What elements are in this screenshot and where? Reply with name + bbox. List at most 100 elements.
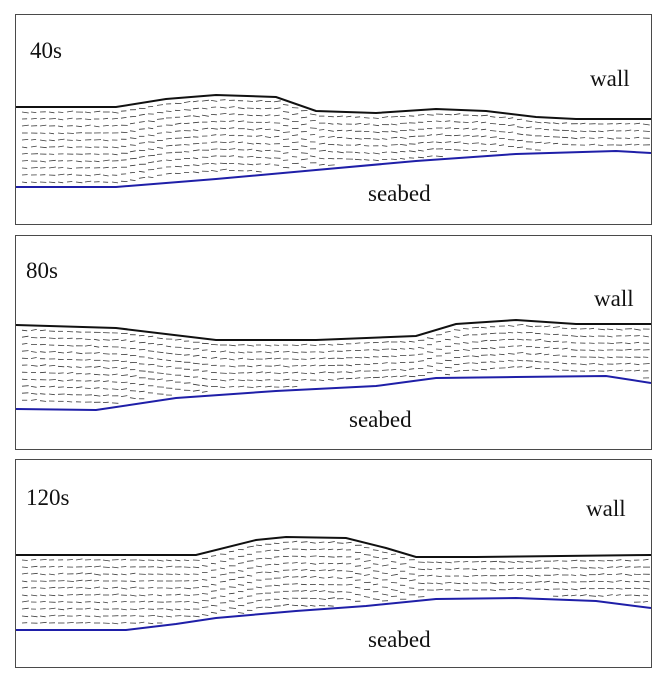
- velocity-vector: [390, 553, 397, 555]
- velocity-vector: [489, 130, 497, 132]
- velocity-vector: [561, 122, 568, 124]
- velocity-vector: [255, 599, 262, 602]
- velocity-vector: [228, 113, 235, 115]
- velocity-vector: [444, 331, 451, 333]
- velocity-vector: [354, 572, 362, 575]
- velocity-vector: [480, 560, 487, 563]
- velocity-vector: [192, 601, 200, 604]
- velocity-vector: [516, 331, 523, 334]
- velocity-vector: [174, 353, 182, 355]
- velocity-vector: [363, 596, 370, 598]
- velocity-vector: [102, 353, 110, 355]
- flow-field-plot: [16, 93, 651, 188]
- velocity-vector: [228, 351, 235, 354]
- velocity-vector: [543, 340, 551, 343]
- velocity-vector: [57, 572, 64, 575]
- velocity-vector: [174, 122, 182, 125]
- velocity-vector: [219, 609, 226, 612]
- velocity-vector: [120, 566, 127, 568]
- velocity-vector: [111, 622, 119, 625]
- velocity-vector: [606, 594, 613, 596]
- velocity-vector: [174, 608, 181, 611]
- velocity-vector: [516, 338, 524, 341]
- velocity-vector: [318, 541, 325, 543]
- velocity-vector: [66, 580, 74, 582]
- velocity-vector: [147, 148, 155, 150]
- velocity-vector: [390, 573, 398, 576]
- velocity-vector: [507, 345, 514, 347]
- velocity-vector: [534, 338, 542, 341]
- velocity-vector: [48, 337, 56, 339]
- velocity-vector: [156, 594, 162, 597]
- velocity-vector: [444, 582, 452, 584]
- velocity-vector: [471, 142, 479, 144]
- velocity-vector: [282, 378, 290, 381]
- velocity-vector: [381, 362, 388, 364]
- velocity-vector: [426, 574, 433, 577]
- velocity-vector: [129, 179, 136, 181]
- velocity-vector: [579, 594, 587, 597]
- velocity-vector: [192, 107, 199, 110]
- velocity-vector: [30, 145, 37, 148]
- velocity-vector: [201, 565, 208, 567]
- velocity-vector: [363, 152, 370, 154]
- velocity-vector: [642, 601, 649, 603]
- velocity-vector: [48, 586, 56, 589]
- velocity-vector: [156, 358, 163, 361]
- velocity-vector: [624, 362, 631, 365]
- velocity-vector: [21, 124, 29, 127]
- velocity-vector: [309, 555, 317, 557]
- velocity-vector: [444, 366, 452, 369]
- velocity-vector: [264, 385, 272, 388]
- velocity-vector: [156, 147, 163, 149]
- velocity-vector: [390, 130, 398, 133]
- velocity-vector: [300, 166, 307, 168]
- velocity-vector: [138, 177, 146, 179]
- velocity-vector: [318, 590, 326, 592]
- velocity-vector: [255, 558, 263, 560]
- velocity-vector: [462, 142, 469, 145]
- velocity-vector: [66, 167, 73, 169]
- velocity-vector: [102, 166, 109, 169]
- velocity-vector: [525, 575, 533, 577]
- velocity-vector: [219, 358, 227, 360]
- velocity-vector: [390, 589, 398, 591]
- velocity-vector: [138, 142, 146, 144]
- flow-panel-40s: 40s wall seabed: [15, 14, 652, 225]
- velocity-vector: [354, 558, 361, 560]
- velocity-vector: [291, 540, 298, 543]
- velocity-vector: [102, 601, 109, 604]
- velocity-vector: [372, 583, 379, 586]
- velocity-vector: [597, 356, 605, 359]
- velocity-vector: [39, 594, 46, 597]
- velocity-vector: [57, 587, 65, 589]
- velocity-vector: [264, 357, 272, 360]
- velocity-vector: [633, 341, 640, 344]
- velocity-vector: [498, 561, 506, 563]
- velocity-vector: [588, 363, 595, 365]
- velocity-vector: [111, 573, 118, 576]
- velocity-vector: [192, 354, 200, 357]
- velocity-vector: [66, 622, 74, 624]
- velocity-vector: [255, 364, 262, 367]
- velocity-vector: [318, 157, 325, 160]
- velocity-vector: [174, 144, 182, 146]
- velocity-vector: [453, 336, 460, 338]
- velocity-vector: [480, 143, 487, 145]
- velocity-vector: [615, 369, 623, 372]
- velocity-vector: [102, 388, 109, 390]
- velocity-vector: [219, 580, 226, 583]
- velocity-vector: [111, 586, 119, 589]
- velocity-vector: [210, 611, 218, 614]
- velocity-vector: [102, 587, 109, 589]
- velocity-vector: [327, 591, 335, 593]
- velocity-vector: [39, 146, 47, 149]
- velocity-vector: [30, 167, 38, 169]
- velocity-vector: [525, 120, 533, 122]
- velocity-vector: [381, 138, 388, 140]
- velocity-vector: [435, 582, 443, 585]
- velocity-vector: [300, 152, 308, 154]
- velocity-vector: [525, 126, 532, 129]
- velocity-vector: [57, 351, 65, 354]
- velocity-vector: [327, 350, 335, 352]
